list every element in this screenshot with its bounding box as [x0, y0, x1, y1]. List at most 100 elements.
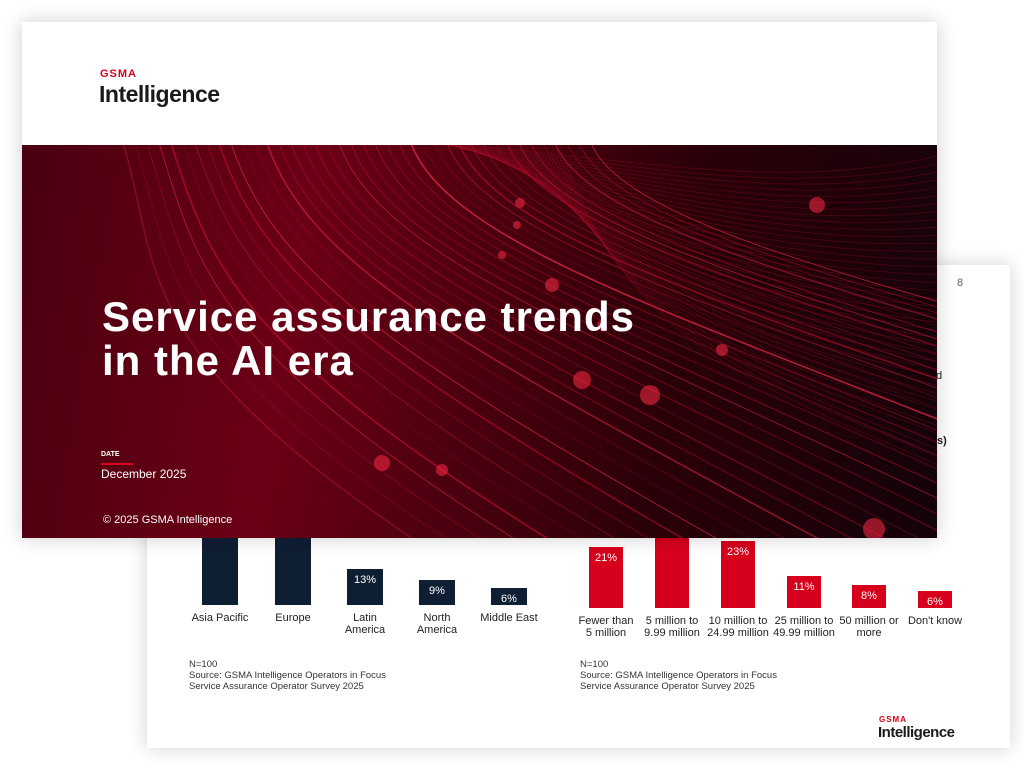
streak [487, 145, 937, 315]
logo-top: GSMA [879, 715, 907, 724]
value-label: 6% [927, 595, 943, 608]
streak [559, 145, 937, 466]
bokeh [809, 197, 825, 213]
streak [339, 145, 937, 499]
bokeh [374, 455, 390, 471]
streak [159, 145, 514, 538]
streak [291, 145, 886, 538]
cover-image: Service assurance trends in the AI era D… [22, 145, 937, 538]
streak [555, 145, 937, 458]
category-label: 50 million or more [839, 615, 899, 639]
streak [536, 145, 937, 418]
streak [363, 145, 937, 470]
bokeh [545, 278, 559, 292]
streak [399, 145, 937, 431]
bar [347, 568, 383, 605]
streak [447, 145, 937, 185]
streak [411, 145, 937, 420]
streak [540, 145, 937, 426]
streak [555, 145, 937, 320]
streak [567, 145, 937, 314]
streak [477, 145, 937, 291]
page-number: 8 [957, 277, 964, 289]
streak [547, 145, 937, 442]
text-fragment: s) [937, 435, 947, 447]
streak [122, 145, 414, 538]
bokeh [515, 198, 525, 208]
bokeh [597, 320, 607, 330]
streak [375, 145, 937, 456]
streak [531, 145, 937, 333]
streak [279, 145, 852, 538]
logo-bottom: Intelligence [99, 81, 220, 107]
streak [452, 145, 937, 230]
bar [491, 588, 527, 605]
streak [463, 145, 937, 260]
light-streaks [122, 145, 937, 538]
sample-note: N=100 [580, 659, 609, 670]
streak [327, 145, 937, 515]
streak [449, 145, 937, 223]
streak [255, 145, 785, 538]
streak [446, 145, 937, 210]
streak [528, 145, 937, 402]
streak [460, 145, 937, 252]
streak [435, 145, 937, 399]
streak [467, 145, 937, 268]
date-label: DATE [101, 451, 120, 458]
value-label: 6% [501, 593, 517, 606]
copyright: © 2025 GSMA Intelligence [103, 514, 233, 526]
value-label: 9% [429, 585, 445, 598]
value-label: 8% [861, 589, 877, 602]
bar [721, 541, 755, 608]
report-cover: GSMA Intelligence Service assurance tren… [22, 22, 937, 538]
streak [532, 145, 937, 410]
category-label: 10 million to 24.99 million [707, 615, 769, 639]
streak [507, 145, 937, 347]
streak [470, 145, 937, 276]
bar [787, 576, 821, 608]
streak [445, 145, 937, 191]
bokeh [863, 518, 885, 538]
streak [517, 145, 937, 379]
category-label: 5 million to 9.99 million [644, 615, 700, 639]
category-label: Asia Pacific [191, 612, 249, 624]
streak [579, 145, 937, 308]
streak [484, 145, 937, 307]
streak [195, 145, 616, 538]
streak [207, 145, 649, 538]
value-label: 23% [726, 546, 750, 559]
bokeh [640, 385, 660, 405]
bokeh [436, 464, 448, 476]
streak [314, 145, 937, 532]
bar [852, 584, 886, 608]
streak [459, 145, 937, 380]
streak [303, 145, 920, 538]
source-note: Source: GSMA Intelligence Operators in F… [580, 670, 777, 692]
category-label: North America [416, 612, 458, 636]
logo-top: GSMA [100, 68, 137, 80]
bar [589, 547, 623, 608]
category-label: 25 million to 49.99 million [773, 615, 835, 639]
streak [444, 145, 937, 204]
bar [419, 580, 455, 605]
category-label: Middle East [480, 612, 538, 624]
streak [509, 145, 937, 363]
streak [183, 145, 582, 538]
streak [243, 145, 751, 538]
streak [447, 145, 937, 217]
logo-bottom: Intelligence [878, 724, 955, 741]
streak [454, 145, 937, 237]
streak [423, 145, 937, 409]
streak [524, 145, 937, 394]
streak [447, 145, 937, 389]
cover-title: Service assurance trends in the AI era [102, 295, 635, 383]
streak [543, 145, 937, 326]
streak [520, 145, 937, 386]
category-label: Don't know [907, 615, 963, 627]
date-rule [101, 463, 133, 465]
value-label: 21% [594, 552, 618, 565]
bokeh [716, 344, 728, 356]
streak [218, 145, 684, 538]
